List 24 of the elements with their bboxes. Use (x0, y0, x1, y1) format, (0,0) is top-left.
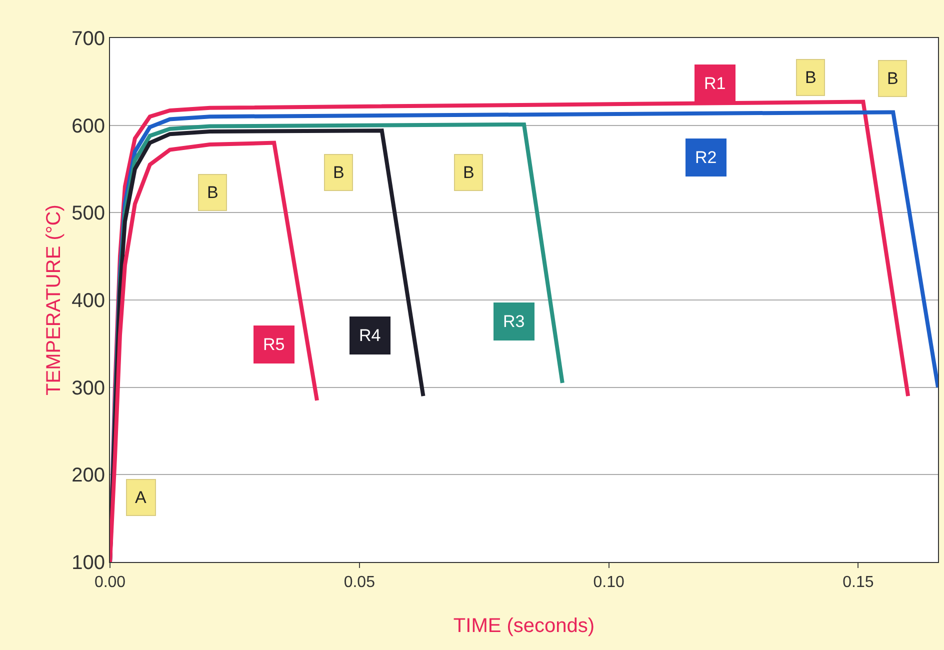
annotation: B (805, 68, 816, 87)
x-tick-label: 0.10 (593, 574, 624, 592)
series-label: R4 (359, 326, 381, 345)
y-tick-label: 700 (72, 28, 105, 50)
y-tick-label: 500 (72, 202, 105, 225)
annotation: B (463, 163, 474, 182)
x-axis-title: TIME (seconds) (453, 615, 595, 637)
series-label: R1 (704, 74, 726, 93)
series-label: R3 (503, 312, 525, 331)
y-tick-label: 100 (72, 552, 105, 574)
x-tick-label: 0.00 (94, 574, 126, 592)
annotation: A (135, 488, 147, 507)
y-tick-label: 200 (72, 464, 105, 487)
y-tick-label: 600 (72, 115, 105, 138)
annotation: B (207, 183, 218, 202)
y-tick-label: 300 (72, 377, 105, 400)
text: R2 (695, 148, 717, 167)
annotation: B (333, 163, 344, 182)
series-label: R5 (263, 335, 285, 354)
annotation: B (887, 69, 898, 88)
y-tick-label: 400 (72, 290, 105, 312)
y-axis-title: TEMPERATURE (°C) (43, 204, 65, 396)
x-tick-label: 0.05 (344, 574, 376, 592)
x-tick-label: 0.15 (842, 574, 874, 592)
